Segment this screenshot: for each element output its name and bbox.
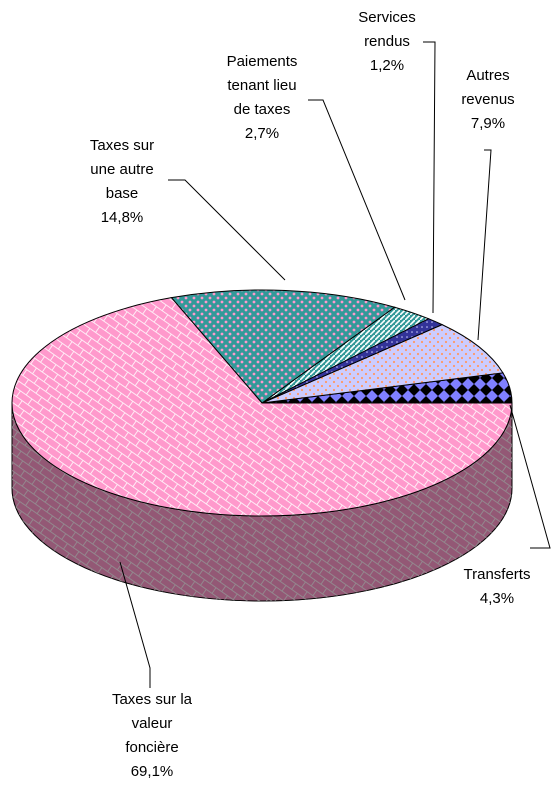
leader-lines (119, 41, 551, 688)
slice-value: 2,7% (244, 125, 280, 142)
slice-name: Services rendus (358, 9, 416, 50)
slice-label: Taxes sur une autre base 14,8% (82, 134, 162, 230)
slice-name: Paiements tenant lieu de taxes (226, 53, 298, 118)
slice-name: Taxes sur une autre base (89, 137, 155, 202)
slice-pattern (11, 297, 513, 517)
slice-label: Taxes sur la valeur foncière 69,1% (105, 688, 200, 784)
slice-label: Paiements tenant lieu de taxes 2,7% (217, 50, 307, 146)
slice-value: 4,3% (479, 590, 515, 607)
leader-line (509, 404, 551, 549)
leader-line (477, 149, 492, 341)
slice-label: Autres revenus 7,9% (453, 64, 523, 136)
slice-value: 14,8% (100, 209, 144, 226)
slice-value: 69,1% (130, 763, 174, 780)
leader-line (119, 561, 151, 688)
leader-line (168, 179, 286, 281)
slice-side-pattern (12, 403, 512, 601)
slice-pattern (261, 324, 504, 404)
slice-label: Services rendus 1,2% (347, 6, 427, 78)
pie (11, 289, 513, 602)
slice-value: 1,2% (369, 57, 405, 74)
slice-name: Taxes sur la valeur foncière (111, 691, 193, 756)
leader-line (423, 41, 436, 314)
slice-pattern (170, 289, 396, 404)
slice-name: Transferts (463, 566, 531, 583)
slice-label: Transferts 4,3% (452, 563, 542, 611)
slice-value: 7,9% (470, 115, 506, 132)
slice-name: Autres revenus (461, 67, 515, 108)
leader-line (308, 99, 406, 301)
